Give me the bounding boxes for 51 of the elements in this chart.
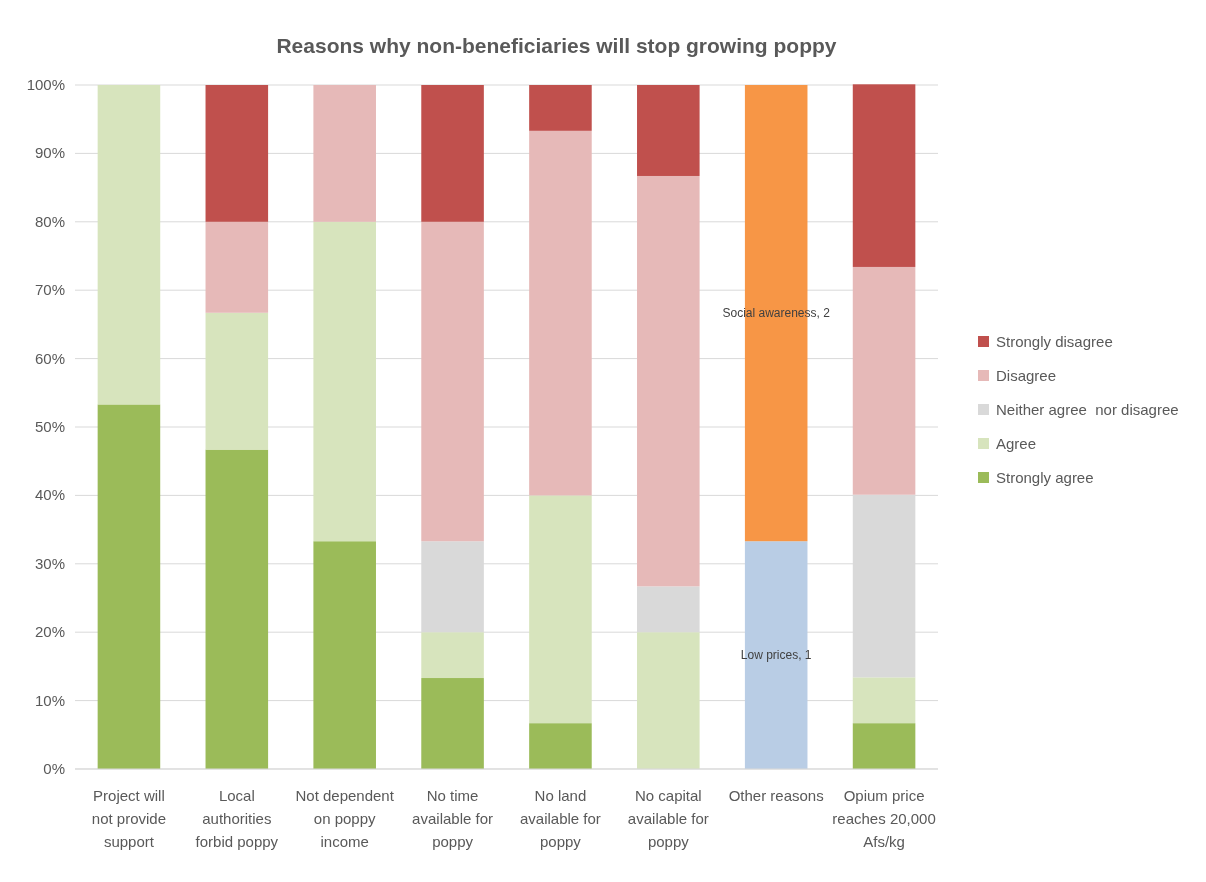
- y-tick-label: 70%: [34, 281, 65, 299]
- legend-label: Agree: [996, 435, 1037, 452]
- bar: [205, 221, 269, 313]
- y-tick-label: 50%: [34, 418, 65, 435]
- bar: [421, 632, 484, 679]
- x-tick-label: Not dependent on poppy income: [295, 787, 395, 850]
- x-tick-label: Other reasons: [728, 787, 824, 804]
- y-tick-label: 30%: [34, 554, 65, 572]
- legend-label: Disagree: [996, 367, 1057, 384]
- bar: [97, 404, 161, 769]
- x-tick-label: Opium price reaches 20,000 Afs/kg: [832, 787, 936, 850]
- x-tick-label: Local authorities forbid poppy: [195, 787, 279, 850]
- bar: [529, 723, 592, 769]
- bar: [421, 85, 484, 222]
- bar: [852, 723, 916, 769]
- bar: [205, 312, 269, 450]
- bar: [313, 541, 376, 769]
- chart-title: Reasons why non-beneficiaries will stop growing poppy: [276, 34, 837, 57]
- annotation: Low prices, 1: [740, 648, 812, 663]
- bar: [529, 130, 592, 496]
- bar: [852, 677, 916, 724]
- bar: [97, 85, 161, 405]
- bar: [637, 85, 700, 176]
- bar: [637, 586, 700, 633]
- y-tick-label: 80%: [34, 212, 65, 230]
- y-tick-label: 40%: [34, 486, 65, 504]
- bar: [205, 85, 269, 222]
- legend-label: Neither agree nor disagree: [996, 401, 1179, 418]
- y-tick-label: 90%: [34, 144, 65, 162]
- y-tick-label: 100%: [26, 76, 65, 93]
- x-tick-label: No capital available for poppy: [627, 787, 709, 850]
- bar: [529, 495, 592, 724]
- bar: [205, 449, 269, 769]
- bar: [852, 266, 916, 495]
- bar: [637, 632, 700, 769]
- bar: [421, 221, 484, 542]
- bar: [637, 175, 700, 587]
- y-tick-label: 10%: [34, 691, 65, 709]
- x-tick-label: No land available for poppy: [519, 787, 601, 850]
- bar: [529, 85, 592, 131]
- bar: [421, 678, 484, 769]
- legend-label: Strongly agree: [996, 469, 1094, 486]
- bar: [313, 85, 376, 222]
- x-tick-label: Project will not provide support: [91, 787, 167, 850]
- y-tick-label: 20%: [34, 623, 65, 641]
- x-tick-label: No time available for poppy: [412, 787, 494, 850]
- legend-label: Strongly disagree: [996, 333, 1113, 350]
- bar: [313, 221, 376, 542]
- bar: [852, 84, 916, 267]
- y-tick-label: 0%: [43, 760, 65, 777]
- y-tick-label: 60%: [34, 349, 65, 367]
